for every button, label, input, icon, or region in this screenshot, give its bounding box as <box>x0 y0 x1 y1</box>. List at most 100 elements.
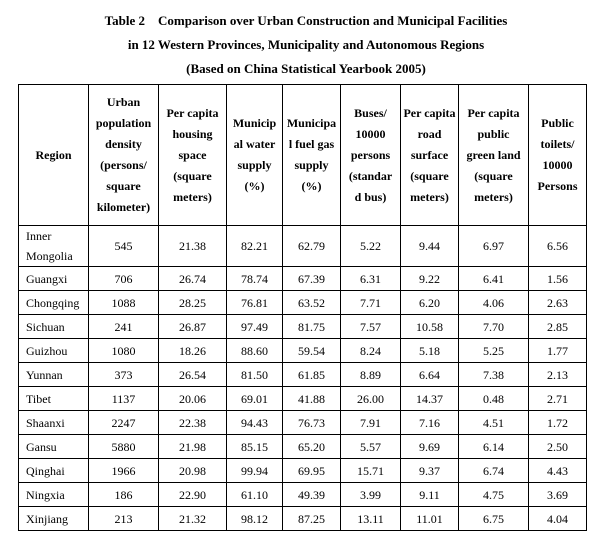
value-cell: 7.57 <box>340 314 401 339</box>
value-cell: 26.87 <box>158 314 227 339</box>
header-row: Region Urban population density (persons/… <box>18 84 587 226</box>
value-cell: 373 <box>88 362 159 387</box>
value-cell: 2.13 <box>528 362 587 387</box>
value-cell: 5.22 <box>340 225 401 267</box>
table-caption: Table 2 Comparison over Urban Constructi… <box>0 0 612 81</box>
table-row: Guangxi 706 26.74 78.74 67.39 6.31 9.22 6.41 1.5… <box>18 266 587 291</box>
region-cell: Tibet <box>18 386 89 411</box>
value-cell: 1966 <box>88 458 159 483</box>
value-cell: 61.10 <box>226 482 283 507</box>
value-cell: 14.37 <box>400 386 459 411</box>
column-header-region: Region <box>18 84 89 226</box>
value-cell: 7.70 <box>458 314 529 339</box>
value-cell: 49.39 <box>282 482 341 507</box>
value-cell: 94.43 <box>226 410 283 435</box>
table-row: Gansu 5880 21.98 85.15 65.20 5.57 9.69 6.14 2.50 <box>18 434 587 459</box>
value-cell: 3.69 <box>528 482 587 507</box>
value-cell: 21.38 <box>158 225 227 267</box>
value-cell: 26.54 <box>158 362 227 387</box>
value-cell: 4.04 <box>528 506 587 531</box>
table-caption-line-1: Table 2 Comparison over Urban Constructi… <box>104 13 508 28</box>
table-row: Xinjiang 213 21.32 98.12 87.25 13.11 11.01 6.75… <box>18 506 587 531</box>
value-cell: 6.41 <box>458 266 529 291</box>
value-cell: 13.11 <box>340 506 401 531</box>
region-cell: Guangxi <box>18 266 89 291</box>
value-cell: 9.22 <box>400 266 459 291</box>
value-cell: 21.32 <box>158 506 227 531</box>
value-cell: 545 <box>88 225 159 267</box>
value-cell: 6.14 <box>458 434 529 459</box>
value-cell: 4.43 <box>528 458 587 483</box>
value-cell: 69.01 <box>226 386 283 411</box>
value-cell: 67.39 <box>282 266 341 291</box>
value-cell: 2.50 <box>528 434 587 459</box>
table-caption-line-3: (Based on China Statistical Yearbook 200… <box>186 61 426 76</box>
value-cell: 6.75 <box>458 506 529 531</box>
value-cell: 81.75 <box>282 314 341 339</box>
value-cell: 98.12 <box>226 506 283 531</box>
value-cell: 65.20 <box>282 434 341 459</box>
region-cell: Inner Mongolia <box>18 225 89 267</box>
value-cell: 88.60 <box>226 338 283 363</box>
value-cell: 4.06 <box>458 290 529 315</box>
value-cell: 99.94 <box>226 458 283 483</box>
value-cell: 69.95 <box>282 458 341 483</box>
column-header-per-capita-road-surface: Per capita road surface (square meters) <box>400 84 459 226</box>
value-cell: 9.44 <box>400 225 459 267</box>
column-header-municipal-water-supply: Municip al water supply (%) <box>226 84 283 226</box>
column-header-per-capita-public-green-land: Per capita public green land (square met… <box>458 84 529 226</box>
value-cell: 1137 <box>88 386 159 411</box>
value-cell: 21.98 <box>158 434 227 459</box>
region-cell: Guizhou <box>18 338 89 363</box>
value-cell: 1080 <box>88 338 159 363</box>
value-cell: 97.49 <box>226 314 283 339</box>
value-cell: 63.52 <box>282 290 341 315</box>
value-cell: 2.85 <box>528 314 587 339</box>
table-row: Ningxia 186 22.90 61.10 49.39 3.99 9.11 4.75 3.6… <box>18 482 587 507</box>
region-cell: Xinjiang <box>18 506 89 531</box>
value-cell: 7.16 <box>400 410 459 435</box>
value-cell: 20.06 <box>158 386 227 411</box>
value-cell: 213 <box>88 506 159 531</box>
value-cell: 1088 <box>88 290 159 315</box>
value-cell: 8.89 <box>340 362 401 387</box>
value-cell: 6.97 <box>458 225 529 267</box>
value-cell: 706 <box>88 266 159 291</box>
value-cell: 87.25 <box>282 506 341 531</box>
table-row: Tibet 1137 20.06 69.01 41.88 26.00 14.37 0.48 2.… <box>18 386 587 411</box>
value-cell: 5.18 <box>400 338 459 363</box>
table-row: Chongqing 1088 28.25 76.81 63.52 7.71 6.20 4.06… <box>18 290 587 315</box>
value-cell: 20.98 <box>158 458 227 483</box>
value-cell: 7.91 <box>340 410 401 435</box>
statistics-table: Region Urban population density (persons/… <box>18 84 587 531</box>
value-cell: 9.69 <box>400 434 459 459</box>
value-cell: 9.11 <box>400 482 459 507</box>
value-cell: 3.99 <box>340 482 401 507</box>
column-header-municipal-fuel-gas-supply: Municipa l fuel gas supply (%) <box>282 84 341 226</box>
value-cell: 8.24 <box>340 338 401 363</box>
value-cell: 241 <box>88 314 159 339</box>
value-cell: 81.50 <box>226 362 283 387</box>
value-cell: 186 <box>88 482 159 507</box>
column-header-public-toilets-per-10000-persons: Public toilets/ 10000 Persons <box>528 84 587 226</box>
value-cell: 4.75 <box>458 482 529 507</box>
region-cell: Chongqing <box>18 290 89 315</box>
value-cell: 1.56 <box>528 266 587 291</box>
table-row: Shaanxi 2247 22.38 94.43 76.73 7.91 7.16 4.51 1.… <box>18 410 587 435</box>
column-header-buses-per-10000-persons: Buses/ 10000 persons (standar d bus) <box>340 84 401 226</box>
value-cell: 26.00 <box>340 386 401 411</box>
column-header-per-capita-housing-space: Per capita housing space (square meters) <box>158 84 227 226</box>
value-cell: 4.51 <box>458 410 529 435</box>
value-cell: 5880 <box>88 434 159 459</box>
value-cell: 11.01 <box>400 506 459 531</box>
value-cell: 10.58 <box>400 314 459 339</box>
value-cell: 7.71 <box>340 290 401 315</box>
value-cell: 62.79 <box>282 225 341 267</box>
value-cell: 28.25 <box>158 290 227 315</box>
value-cell: 76.81 <box>226 290 283 315</box>
value-cell: 5.57 <box>340 434 401 459</box>
value-cell: 6.74 <box>458 458 529 483</box>
region-cell: Sichuan <box>18 314 89 339</box>
value-cell: 2247 <box>88 410 159 435</box>
value-cell: 22.38 <box>158 410 227 435</box>
